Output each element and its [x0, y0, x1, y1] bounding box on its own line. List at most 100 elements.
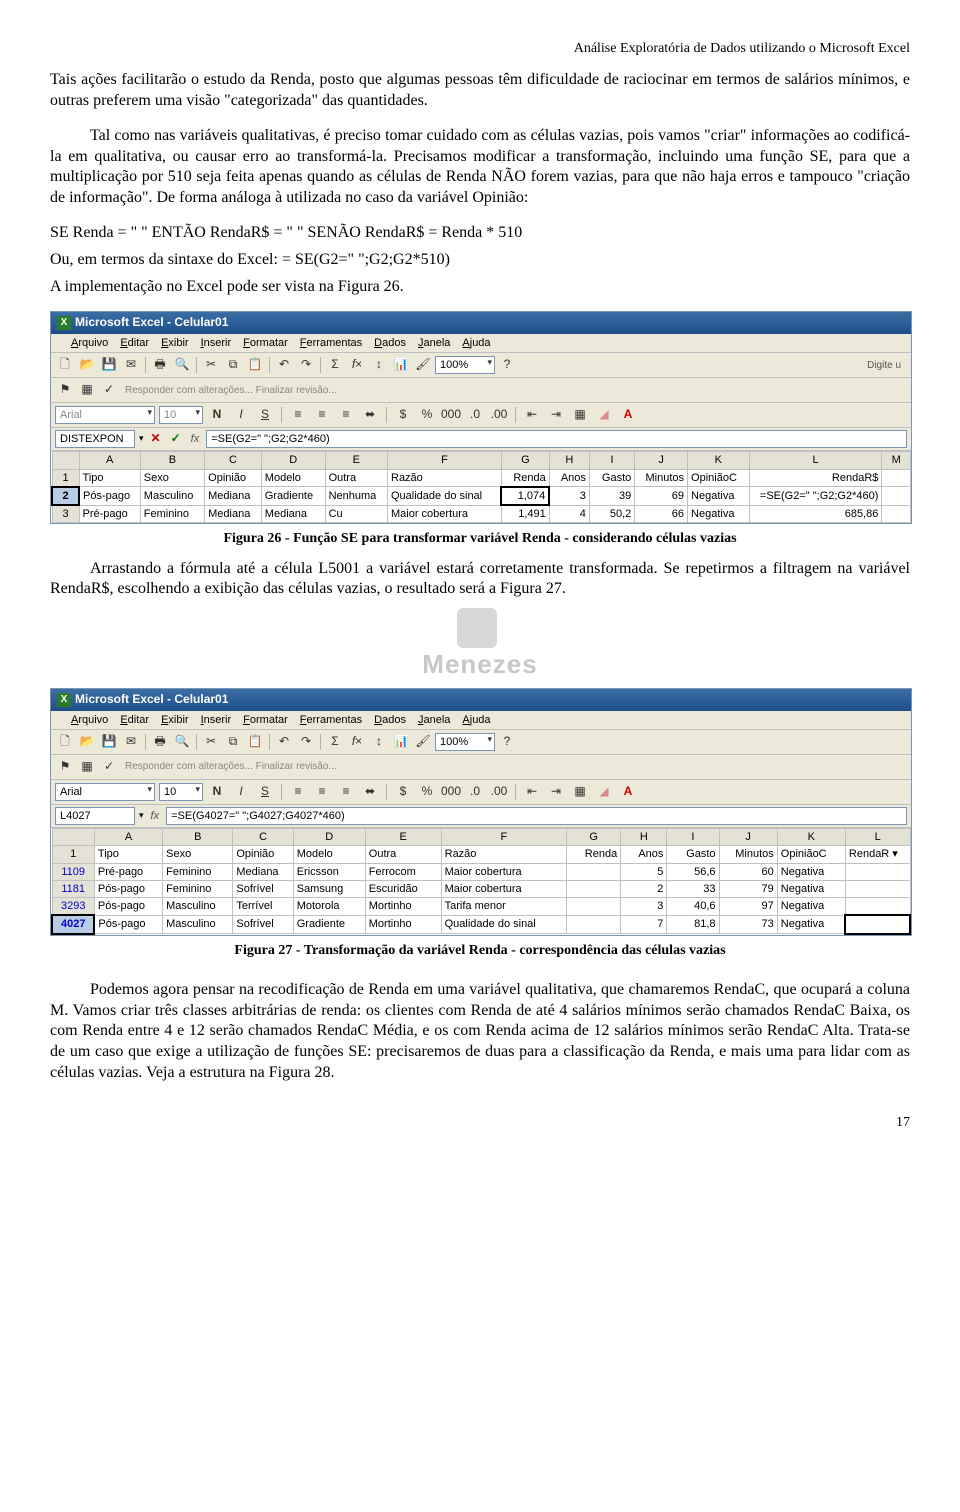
cell[interactable]: Mediana	[205, 487, 262, 505]
column-header[interactable]: E	[325, 452, 387, 469]
cell[interactable]: Sexo	[163, 846, 233, 863]
zoom-combo[interactable]: 100%	[435, 733, 495, 751]
menu-arquivo[interactable]: Arquivo	[71, 713, 108, 727]
cell[interactable]: Negativa	[688, 487, 750, 505]
cell[interactable]: Razão	[441, 846, 566, 863]
fx-button[interactable]: fx	[188, 432, 203, 446]
name-box[interactable]: L4027	[55, 807, 135, 825]
chart-icon[interactable]: 📊	[391, 732, 411, 752]
indent-inc-icon[interactable]: ⇥	[546, 405, 566, 425]
percent-icon[interactable]: %	[417, 782, 437, 802]
column-header[interactable]: L	[749, 452, 882, 469]
column-header[interactable]: A	[79, 452, 140, 469]
drawing-icon[interactable]: 🖌	[413, 355, 433, 375]
row-header[interactable]: 3	[52, 505, 79, 523]
cut-icon[interactable]: ✂	[201, 355, 221, 375]
cell[interactable]: 60	[719, 863, 777, 880]
menu-formatar[interactable]: Formatar	[243, 713, 288, 727]
cell[interactable]: 56,6	[667, 863, 719, 880]
merge-icon[interactable]: ⬌	[360, 782, 380, 802]
currency-icon[interactable]: $	[393, 782, 413, 802]
dec-decimal-icon[interactable]: .00	[489, 405, 509, 425]
font-combo[interactable]: Arial	[55, 406, 155, 424]
cell[interactable]: Ericsson	[293, 863, 365, 880]
redo-icon[interactable]: ↷	[296, 732, 316, 752]
cell[interactable]: Mediana	[261, 505, 325, 523]
menu-ferramentas[interactable]: Ferramentas	[300, 713, 362, 727]
cancel-icon[interactable]: ✕	[148, 431, 164, 447]
flag-icon[interactable]: ⚑	[55, 757, 75, 777]
undo-icon[interactable]: ↶	[274, 355, 294, 375]
sort-icon[interactable]: ↕	[369, 355, 389, 375]
cell[interactable]: Modelo	[293, 846, 365, 863]
column-header[interactable]: C	[205, 452, 262, 469]
cell[interactable]: Negativa	[777, 880, 845, 897]
formula-input[interactable]: =SE(G2=" ";G2;G2*460)	[206, 430, 907, 448]
cell[interactable]: Ferrocom	[365, 863, 441, 880]
column-header[interactable]: I	[589, 452, 634, 469]
cell[interactable]: Modelo	[261, 469, 325, 487]
help-icon[interactable]: ?	[497, 732, 517, 752]
align-right-icon[interactable]: ≡	[336, 782, 356, 802]
inc-decimal-icon[interactable]: .0	[465, 405, 485, 425]
column-header[interactable]: G	[501, 452, 549, 469]
menu-editar[interactable]: Editar	[120, 336, 149, 350]
cell[interactable]: Negativa	[777, 915, 845, 933]
review-icon[interactable]: ✓	[99, 380, 119, 400]
column-header[interactable]: J	[719, 828, 777, 845]
row-header[interactable]: 1109	[52, 863, 94, 880]
cell[interactable]: Razão	[388, 469, 502, 487]
inc-decimal-icon[interactable]: .0	[465, 782, 485, 802]
cell[interactable]	[845, 863, 910, 880]
cell[interactable]: Masculino	[140, 487, 204, 505]
cell[interactable]: OpiniãoC	[688, 469, 750, 487]
cell[interactable]: Renda	[567, 846, 621, 863]
copy-icon[interactable]: ⧉	[223, 732, 243, 752]
font-combo[interactable]: Arial	[55, 783, 155, 801]
cell[interactable]: Gradiente	[293, 915, 365, 933]
preview-icon[interactable]: 🔍	[172, 355, 192, 375]
cell[interactable]: 3	[549, 487, 589, 505]
row-header[interactable]: 3293	[52, 898, 94, 916]
sum-icon[interactable]: Σ	[325, 355, 345, 375]
cell[interactable]: Outra	[325, 469, 387, 487]
column-header[interactable]: H	[549, 452, 589, 469]
column-header[interactable]: K	[777, 828, 845, 845]
fontsize-combo[interactable]: 10	[159, 783, 203, 801]
fontsize-combo[interactable]: 10	[159, 406, 203, 424]
cell[interactable]: 1,074	[501, 487, 549, 505]
cell[interactable]: Feminino	[163, 863, 233, 880]
column-header[interactable]	[52, 452, 79, 469]
cell[interactable]: Feminino	[140, 505, 204, 523]
cell[interactable]: 33	[667, 880, 719, 897]
cell[interactable]: 7	[621, 915, 667, 933]
save-icon[interactable]: 💾	[99, 732, 119, 752]
mail-icon[interactable]: ✉	[121, 732, 141, 752]
cell[interactable]: 79	[719, 880, 777, 897]
cell[interactable]: 2	[621, 880, 667, 897]
cell[interactable]: Anos	[549, 469, 589, 487]
cell[interactable]: 66	[635, 505, 688, 523]
cell[interactable]: Negativa	[777, 898, 845, 916]
cut-icon[interactable]: ✂	[201, 732, 221, 752]
paste-icon[interactable]: 📋	[245, 732, 265, 752]
row-header[interactable]: 4027	[52, 915, 94, 933]
column-header[interactable]: B	[140, 452, 204, 469]
cell[interactable]: 3	[621, 898, 667, 916]
bold-icon[interactable]: N	[207, 405, 227, 425]
underline-icon[interactable]: S	[255, 782, 275, 802]
column-header[interactable]: C	[233, 828, 293, 845]
indent-inc-icon[interactable]: ⇥	[546, 782, 566, 802]
fx-icon[interactable]: f×	[347, 355, 367, 375]
print-icon[interactable]: 🖶	[150, 732, 170, 752]
sheet-icon[interactable]: ▦	[77, 380, 97, 400]
new-icon[interactable]: 🗋	[55, 732, 75, 752]
menu-formatar[interactable]: Formatar	[243, 336, 288, 350]
column-header[interactable]: J	[635, 452, 688, 469]
borders-icon[interactable]: ▦	[570, 405, 590, 425]
column-header[interactable]: D	[293, 828, 365, 845]
align-right-icon[interactable]: ≡	[336, 405, 356, 425]
review-icon[interactable]: ✓	[99, 757, 119, 777]
cell[interactable]: Pré-pago	[79, 505, 140, 523]
cell[interactable]: RendaR$	[749, 469, 882, 487]
